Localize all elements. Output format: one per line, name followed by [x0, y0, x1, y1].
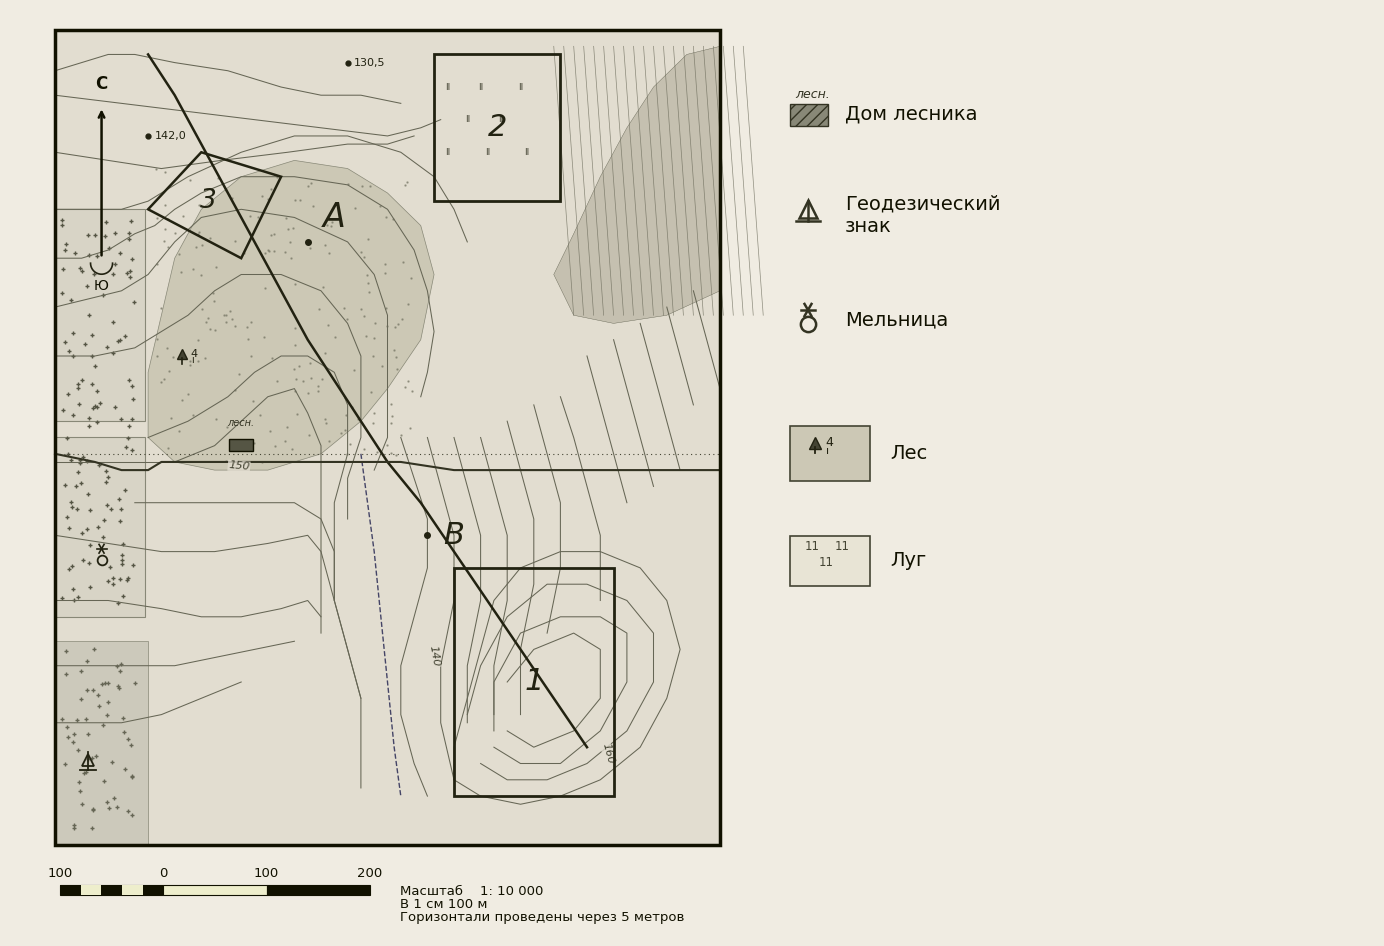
Text: II: II [444, 148, 450, 157]
Text: II: II [498, 115, 504, 124]
Text: Масштаб    1: 10 000: Масштаб 1: 10 000 [400, 885, 544, 898]
Text: ı: ı [826, 446, 829, 456]
Text: 100: 100 [47, 867, 72, 880]
Text: Горизонтали проведены через 5 метров: Горизонтали проведены через 5 метров [400, 911, 684, 924]
Bar [454, 568, 613, 797]
Text: II: II [477, 82, 483, 92]
Text: II: II [518, 82, 523, 92]
Bar [80, 885, 101, 895]
Text: 142,0: 142,0 [155, 131, 187, 141]
Text: В 1 см 100 м: В 1 см 100 м [400, 898, 487, 911]
Text: 0: 0 [159, 867, 167, 880]
Bar [60, 885, 80, 895]
Bar [55, 209, 145, 421]
Polygon shape [148, 161, 435, 470]
Text: 200: 200 [357, 867, 382, 880]
Text: 160: 160 [601, 743, 616, 765]
Text: 140: 140 [428, 645, 441, 668]
Text: Лес: Лес [890, 445, 927, 464]
Bar [55, 437, 145, 617]
Bar [163, 885, 267, 895]
Bar [790, 104, 828, 126]
Bar [55, 641, 148, 845]
Text: 3: 3 [199, 188, 216, 214]
Text: B: B [443, 521, 465, 550]
Text: 4: 4 [190, 349, 197, 359]
Text: 2: 2 [487, 114, 507, 142]
Bar [122, 885, 143, 895]
Bar [435, 55, 561, 201]
Text: 4: 4 [825, 436, 833, 449]
Text: лесн.: лесн. [227, 417, 255, 428]
Text: II: II [465, 115, 471, 124]
Bar [143, 885, 163, 895]
Text: Мельница: Мельница [846, 310, 948, 329]
Text: 150: 150 [228, 461, 251, 472]
Bar [790, 536, 871, 586]
Text: Дом лесника: Дом лесника [846, 104, 977, 124]
Text: Геодезический
знак: Геодезический знак [846, 195, 1001, 236]
Bar [230, 439, 253, 450]
Bar [55, 30, 720, 845]
Text: 11: 11 [818, 556, 833, 569]
Text: II: II [525, 148, 530, 157]
Text: Луг: Луг [890, 552, 926, 570]
Text: 11: 11 [804, 539, 819, 552]
Bar [55, 30, 720, 845]
Bar [790, 426, 871, 481]
Text: 11: 11 [835, 539, 850, 552]
Text: С: С [95, 76, 108, 94]
Text: II: II [444, 82, 450, 92]
Text: A: A [322, 201, 346, 234]
Polygon shape [554, 46, 720, 324]
Bar [60, 885, 163, 895]
Text: II: II [484, 148, 490, 157]
Bar [101, 885, 122, 895]
Bar [267, 885, 370, 895]
Text: ı: ı [191, 355, 194, 365]
Text: 1: 1 [525, 668, 544, 696]
Text: 100: 100 [255, 867, 280, 880]
Text: лесн.: лесн. [794, 88, 830, 101]
Text: 130,5: 130,5 [354, 58, 386, 67]
Text: Ю: Ю [94, 279, 109, 293]
